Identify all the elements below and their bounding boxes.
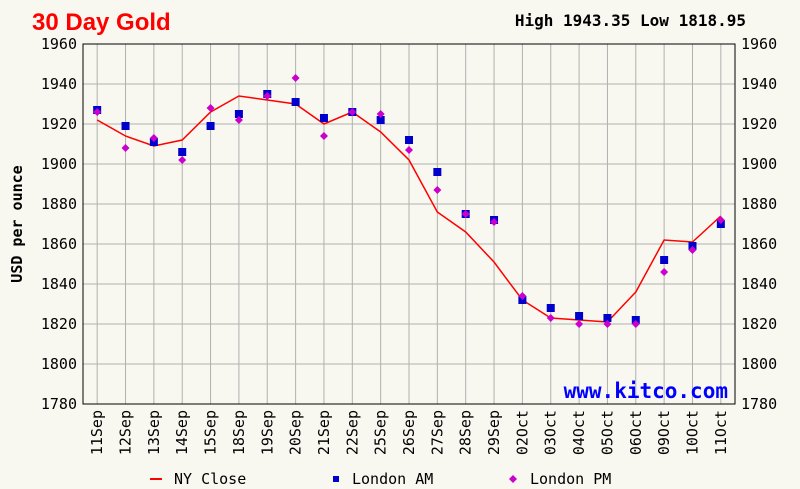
y-tick-label-right: 1940 <box>741 75 777 93</box>
london-pm-point <box>716 216 725 224</box>
london-am-point <box>178 148 187 156</box>
london-pm-point <box>660 268 669 276</box>
london-pm-point <box>631 320 640 328</box>
y-tick-label-right: 1780 <box>741 395 777 413</box>
x-tick-label: 20Sep <box>287 410 305 455</box>
x-tick-label: 11Oct <box>712 410 730 455</box>
x-tick-label: 06Oct <box>627 410 645 455</box>
ny-close-line <box>96 95 722 323</box>
x-tick-label: 26Sep <box>400 410 418 455</box>
y-tick-label-left: 1840 <box>41 275 77 293</box>
legend-london-pm: London PM <box>530 470 611 488</box>
x-tick-label: 04Oct <box>570 410 588 455</box>
london-pm-point <box>688 246 697 254</box>
legend-square-swatch <box>333 476 339 482</box>
london-pm-point <box>93 108 102 116</box>
y-tick-label-left: 1780 <box>41 395 77 413</box>
x-tick-label: 28Sep <box>457 410 475 455</box>
london-pm-point <box>376 110 385 118</box>
x-tick-label: 13Sep <box>145 410 163 455</box>
london-pm-point <box>433 186 442 194</box>
london-pm-point <box>518 292 527 300</box>
london-am-point <box>433 168 442 176</box>
london-am-point <box>660 256 669 264</box>
x-tick-label: 27Sep <box>428 410 446 455</box>
london-pm-point <box>461 210 470 218</box>
watermark: www.kitco.com <box>564 379 728 403</box>
y-tick-label-left: 1960 <box>41 35 77 53</box>
legend-london-am: London AM <box>352 470 433 488</box>
y-tick-label-left: 1940 <box>41 75 77 93</box>
london-pm-point <box>263 92 272 100</box>
x-tick-label: 18Sep <box>230 410 248 455</box>
london-am-point <box>575 312 584 320</box>
x-tick-label: 29Sep <box>485 410 503 455</box>
london-am-point <box>603 314 612 322</box>
y-tick-label-right: 1960 <box>741 35 777 53</box>
y-tick-label-right: 1840 <box>741 275 777 293</box>
y-tick-label-left: 1820 <box>41 315 77 333</box>
grid-lines <box>83 43 735 405</box>
y-tick-label-right: 1920 <box>741 115 777 133</box>
y-tick-label-right: 1900 <box>741 155 777 173</box>
london-pm-point <box>178 156 187 164</box>
london-pm-point <box>206 104 215 112</box>
y-tick-label-left: 1900 <box>41 155 77 173</box>
y-tick-label-right: 1820 <box>741 315 777 333</box>
y-tick-label-left: 1920 <box>41 115 77 133</box>
y-tick-label-left: 1800 <box>41 355 77 373</box>
chart-title: 30 Day Gold <box>32 9 171 36</box>
london-pm-point <box>575 320 584 328</box>
x-tick-label: 09Oct <box>655 410 673 455</box>
london-pm-point <box>348 108 357 116</box>
london-pm-point <box>319 132 328 140</box>
series-markers <box>93 74 725 328</box>
london-pm-point <box>603 320 612 328</box>
london-pm-point <box>291 74 300 82</box>
x-tick-label: 03Oct <box>542 410 560 455</box>
x-tick-label: 12Sep <box>117 410 135 455</box>
london-am-point <box>546 304 555 312</box>
y-tick-label-right: 1860 <box>741 235 777 253</box>
london-pm-point <box>405 146 413 154</box>
x-tick-label: 22Sep <box>343 410 361 455</box>
london-pm-point <box>234 116 243 124</box>
plot-frame <box>82 43 736 405</box>
y-tick-label-right: 1880 <box>741 195 777 213</box>
axis-ticks: 1780 1780 1800 1800 1820 1820 1840 1840 1860 1860… <box>41 35 777 455</box>
london-am-point <box>405 136 413 144</box>
london-am-point <box>206 122 215 130</box>
y-axis-label: USD per ounce <box>8 165 26 282</box>
series-lines <box>96 95 722 323</box>
london-pm-point <box>490 218 499 226</box>
x-tick-label: 14Sep <box>173 410 191 455</box>
x-tick-label: 15Sep <box>202 410 220 455</box>
y-tick-label-left: 1860 <box>41 235 77 253</box>
y-tick-label-left: 1880 <box>41 195 77 213</box>
london-am-point <box>376 116 385 124</box>
legend-ny-close: NY Close <box>174 470 246 488</box>
legend: NY Close London AM London PM <box>150 470 611 488</box>
x-tick-label: 02Oct <box>513 410 531 455</box>
high-low-text: High 1943.35 Low 1818.95 <box>515 11 746 30</box>
x-tick-label: 05Oct <box>598 410 616 455</box>
london-am-point <box>121 122 130 130</box>
london-am-point <box>291 98 300 106</box>
x-tick-label: 10Oct <box>683 410 701 455</box>
x-tick-label: 21Sep <box>315 410 333 455</box>
legend-diamond-swatch <box>509 475 517 483</box>
london-am-point <box>234 110 243 118</box>
x-tick-label: 25Sep <box>372 410 390 455</box>
x-tick-label: 11Sep <box>88 410 106 455</box>
london-pm-point <box>149 134 158 142</box>
y-tick-label-right: 1800 <box>741 355 777 373</box>
london-am-point <box>319 114 328 122</box>
london-pm-point <box>121 144 130 152</box>
x-tick-label: 19Sep <box>258 410 276 455</box>
london-pm-point <box>546 314 555 322</box>
